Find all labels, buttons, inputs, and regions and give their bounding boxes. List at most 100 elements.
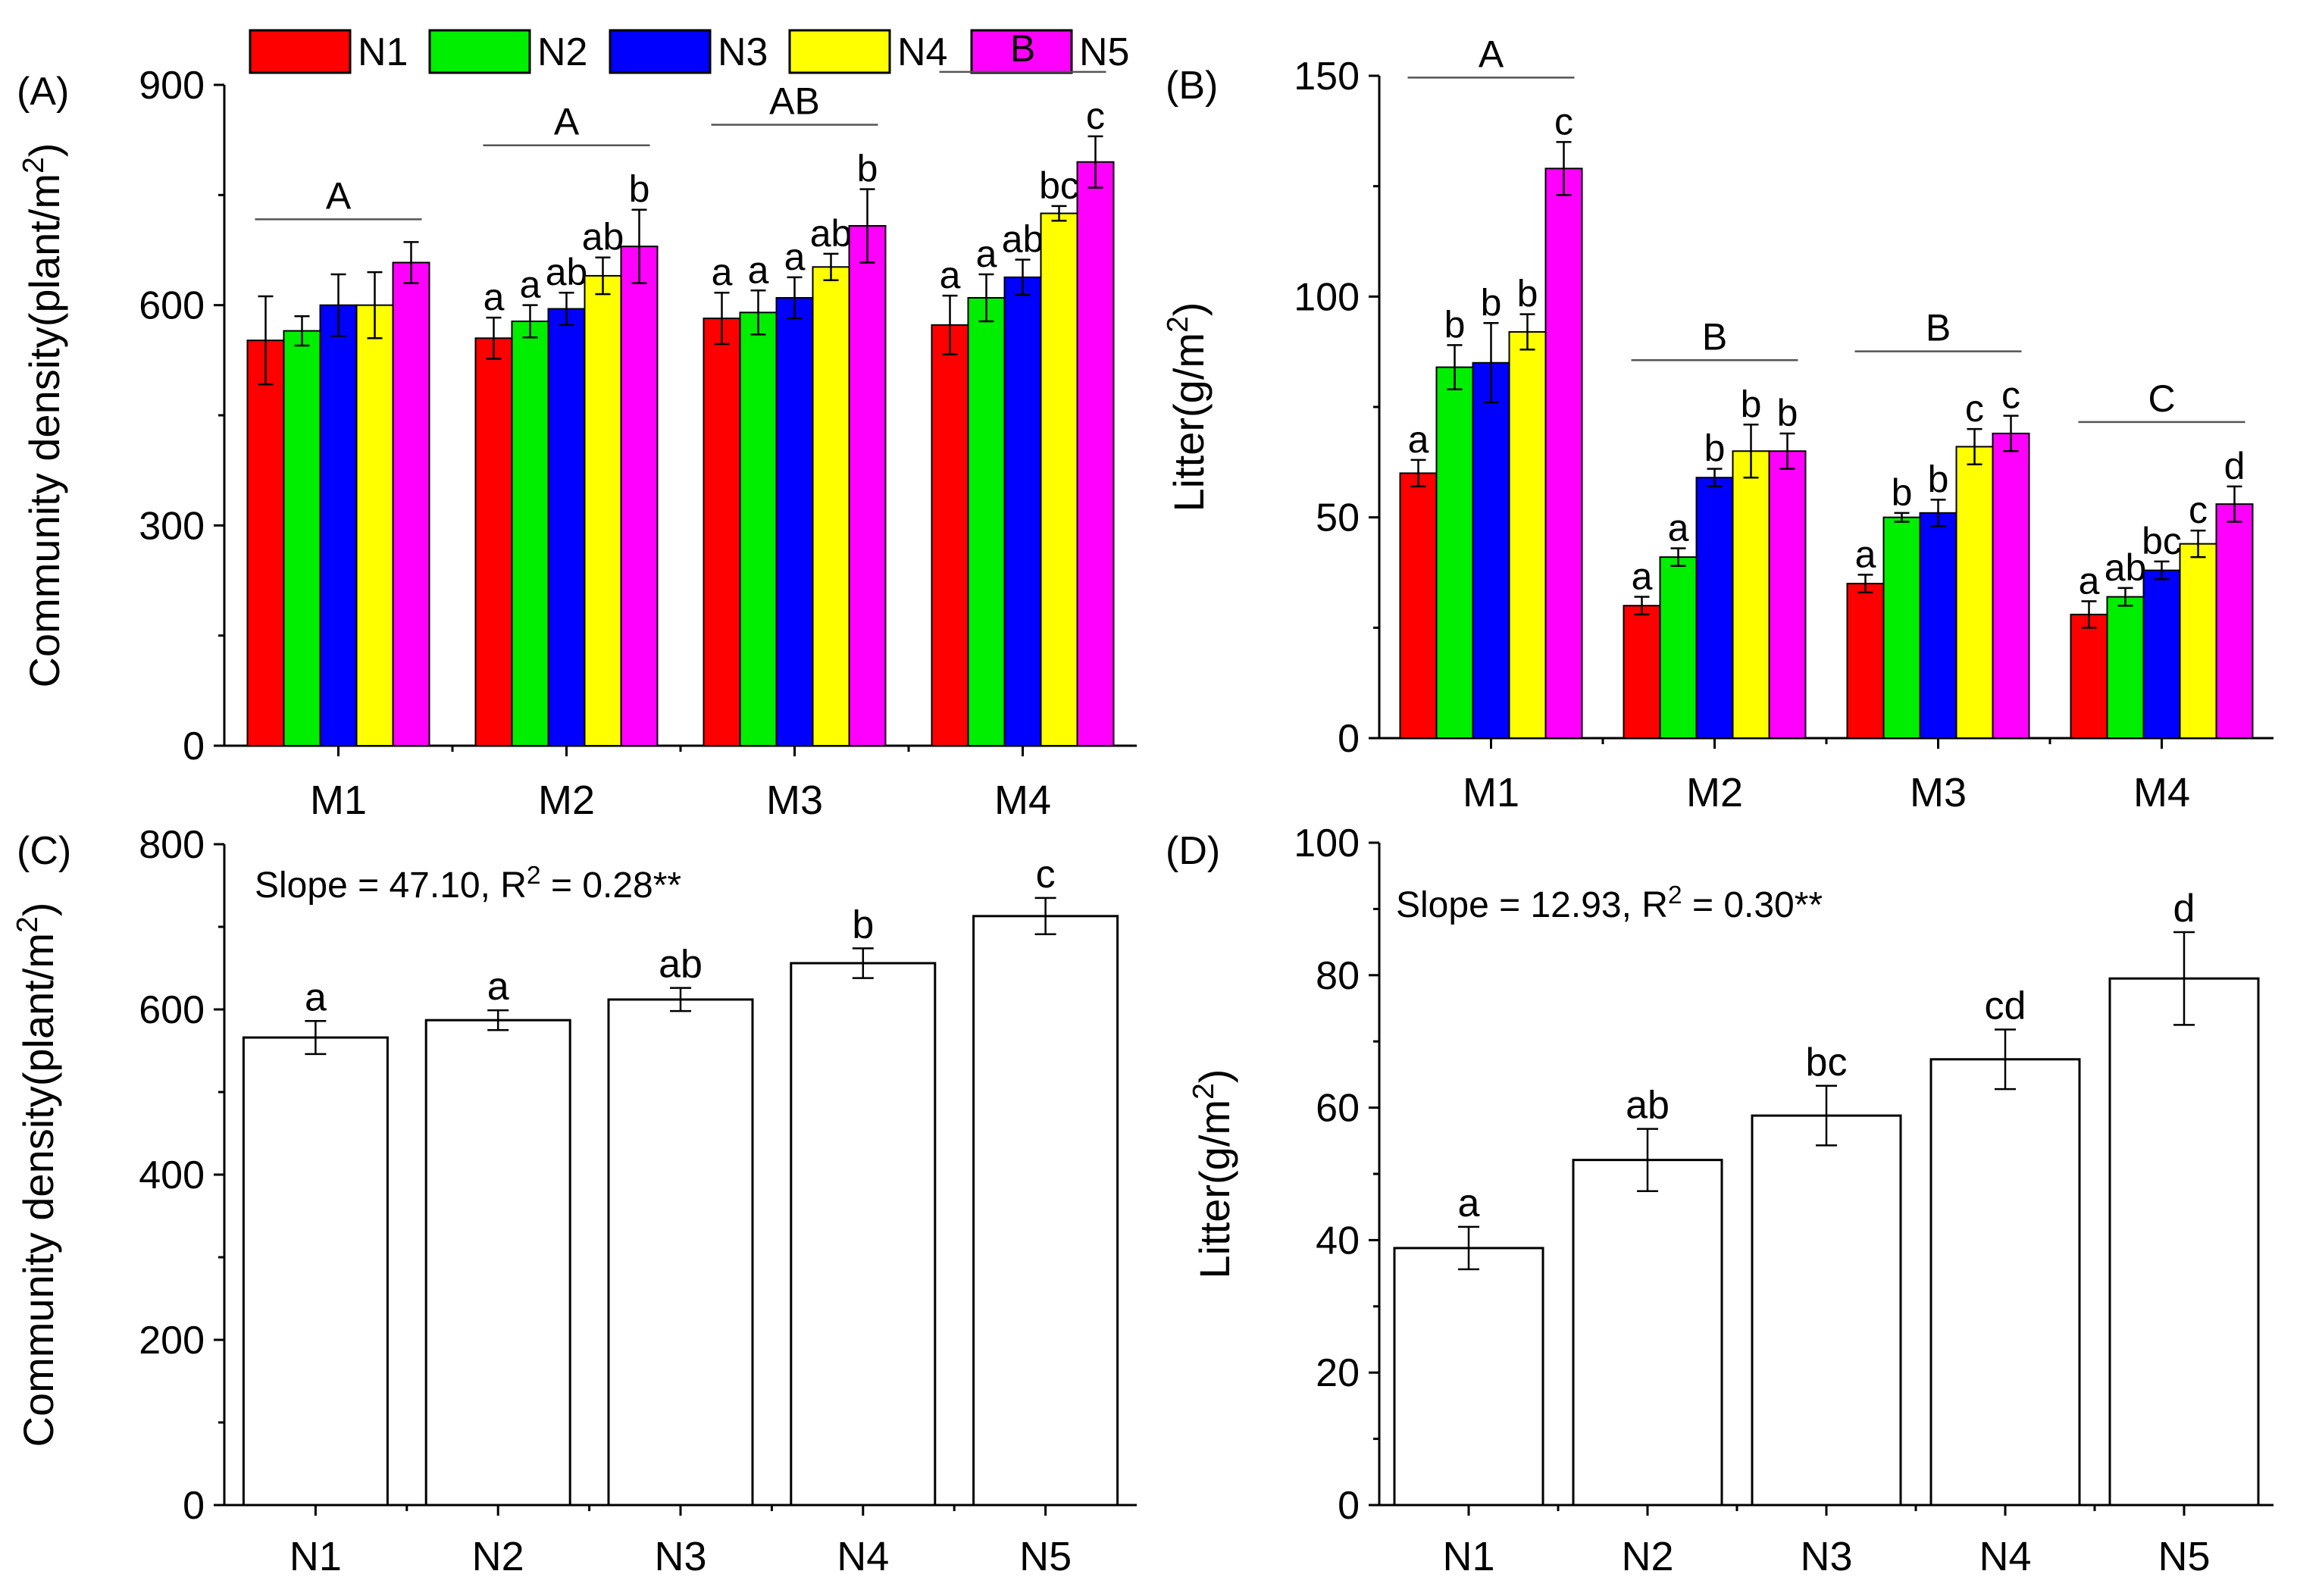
bar-n1-m2 [474, 337, 513, 746]
significance-letter: b [1741, 383, 1762, 425]
error-bar [1556, 141, 1572, 196]
significance-letter: a [1668, 506, 1689, 549]
significance-letter: b [857, 148, 878, 190]
y-tick-label: 400 [139, 1153, 205, 1197]
x-tick-label: M1 [1463, 770, 1519, 815]
x-tick-label: N3 [1800, 1534, 1852, 1579]
bar-n3-m2 [547, 308, 586, 746]
significance-letter: ab [1626, 1084, 1670, 1128]
error-bar [2117, 587, 2133, 607]
significance-letter: b [1444, 303, 1466, 346]
bar-n2-m4 [2106, 596, 2145, 740]
significance-letter: a [520, 264, 541, 306]
error-bar [1634, 596, 1650, 616]
bar-n5-m4 [2215, 503, 2254, 739]
bar-n4-m4 [1040, 212, 1078, 746]
y-tick-label: 600 [139, 284, 205, 328]
bar-n5-m2 [1768, 450, 1807, 739]
error-bar [258, 295, 274, 386]
significance-letter: a [748, 249, 769, 291]
error-bar [559, 291, 574, 327]
bar-n1 [242, 1036, 389, 1507]
chart-panel-d: 0 20 40 60 80 100 Litter(g/m2) (D) a ab bc cd d N1 N2 N… [1166, 821, 2274, 1579]
error-bar [2227, 485, 2242, 523]
bar-n5-m3 [1992, 432, 2030, 740]
significance-letter: b [1777, 392, 1798, 434]
y-tick-label: 100 [1294, 275, 1360, 319]
panel-label: (A) [17, 70, 69, 114]
significance-letter: a [305, 975, 327, 1019]
x-tick-label: N2 [1621, 1534, 1673, 1579]
bar-n2-m1 [283, 330, 321, 747]
significance-letter: a [784, 236, 806, 278]
bar-n5-m1 [392, 261, 430, 746]
error-bar [2154, 560, 2170, 581]
legend-label: N5 [1079, 30, 1129, 74]
legend-label: N1 [358, 30, 408, 74]
y-axis-title: Community density(plant/m2) [17, 143, 69, 688]
bar-n4-m1 [1508, 330, 1547, 739]
legend-item-n3: N3 [609, 29, 768, 74]
error-bar [1015, 258, 1031, 296]
significance-letter: d [2224, 445, 2245, 487]
y-axis-title: Litter(g/m2) [1162, 302, 1213, 512]
legend-label: N2 [537, 30, 587, 74]
error-bar [294, 315, 310, 347]
error-bar [1670, 547, 1686, 568]
error-bar [1447, 344, 1463, 390]
error-bar [823, 252, 839, 281]
significance-letter: b [852, 903, 874, 947]
significance-letter: bc [2142, 520, 2182, 562]
legend-item-n2: N2 [428, 29, 587, 74]
error-bar [1857, 574, 1873, 593]
significance-letter: b [1704, 427, 1726, 470]
significance-letter: a [1458, 1181, 1480, 1225]
legend-swatch [428, 29, 531, 74]
bar-n1 [1393, 1247, 1544, 1507]
significance-letter: a [2079, 559, 2100, 602]
y-tick-label: 100 [1294, 821, 1360, 865]
bar-n2 [1572, 1159, 1723, 1507]
error-bar [330, 273, 346, 337]
bar-n2-m2 [1659, 556, 1698, 740]
bar-n3-m3 [775, 296, 814, 746]
bar-n4 [1929, 1058, 2081, 1507]
axes: 0 200 400 600 800 Community density(plant/m2)… [11, 823, 1137, 1528]
group-letter: AB [769, 80, 820, 123]
legend-item-n1: N1 [249, 29, 408, 74]
error-bar [1779, 432, 1795, 470]
y-tick-label: 800 [139, 823, 205, 867]
error-bar [1051, 205, 1067, 222]
y-tick-label: 600 [139, 988, 205, 1032]
legend-label: N4 [897, 30, 947, 74]
legend-item-n4: N4 [788, 29, 947, 74]
group-letter: B [1010, 27, 1035, 70]
bar-n5-m3 [848, 225, 887, 746]
error-bar [852, 947, 874, 979]
bars: a ab bc cd d [1393, 887, 2260, 1507]
error-bar [486, 316, 502, 360]
legend-swatch [249, 29, 352, 74]
error-bar [1087, 135, 1103, 189]
x-tick-label: N1 [289, 1534, 342, 1579]
error-bar [305, 1020, 327, 1056]
y-tick-label: 40 [1316, 1219, 1360, 1263]
bar-n5-m1 [1544, 167, 1583, 740]
bar-n4-m4 [2179, 543, 2217, 739]
bar-n1-m1 [1399, 472, 1438, 740]
legend-item-n5: N5 [970, 29, 1129, 74]
error-bar [1707, 468, 1723, 488]
panel-label: (D) [1166, 829, 1220, 873]
panel-label: (B) [1166, 64, 1218, 108]
x-tick-label: N4 [837, 1534, 889, 1579]
group-letter: B [1702, 315, 1727, 358]
x-tick-label: N4 [1979, 1534, 2031, 1579]
x-tick-label: M4 [2133, 770, 2190, 815]
bar-n4 [790, 962, 937, 1507]
y-tick-label: 150 [1294, 55, 1360, 99]
bar-n1-m2 [1623, 605, 1661, 740]
bar-n2 [424, 1019, 571, 1507]
x-tick-label: M3 [1910, 770, 1967, 815]
